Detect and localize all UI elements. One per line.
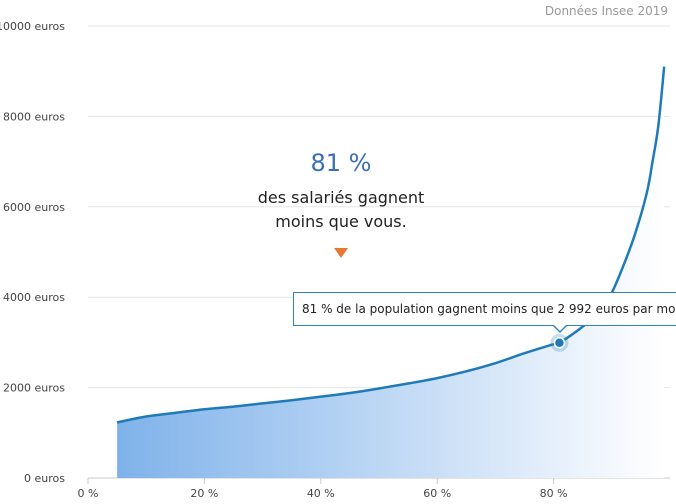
x-tick-label: 0 %: [78, 487, 99, 500]
y-tick-label: 0 euros: [24, 472, 65, 485]
headline-caption-line1: des salariés gagnent: [257, 188, 425, 207]
headline-caption-line2: moins que vous.: [275, 212, 407, 231]
down-arrow-icon: [334, 248, 348, 258]
x-tick-label: 20 %: [190, 487, 218, 500]
y-tick-label: 8000 euros: [3, 110, 65, 123]
area-fill: [117, 66, 665, 479]
x-tick-label: 60 %: [423, 487, 451, 500]
x-tick-label: 40 %: [307, 487, 335, 500]
source-note: Données Insee 2019: [544, 4, 668, 18]
y-tick-label: 4000 euros: [3, 291, 65, 304]
y-tick-label: 6000 euros: [3, 201, 65, 214]
tooltip: 81 % de la population gagnent moins que …: [293, 292, 676, 326]
y-tick-label: 2000 euros: [3, 382, 65, 395]
x-axis: 0 % 20 % 40 % 60 % 80 %: [78, 478, 568, 500]
y-axis: 0 euros 2000 euros 4000 euros 6000 euros 800…: [0, 20, 65, 485]
series-line: [116, 66, 666, 424]
headline-percent: 81 %: [310, 149, 372, 177]
x-tick-label: 80 %: [540, 487, 568, 500]
y-tick-label: 10000 euros: [0, 20, 65, 33]
highlight-marker[interactable]: [553, 337, 566, 349]
headline: 81 % des salariés gagnent moins que vous…: [200, 146, 482, 234]
